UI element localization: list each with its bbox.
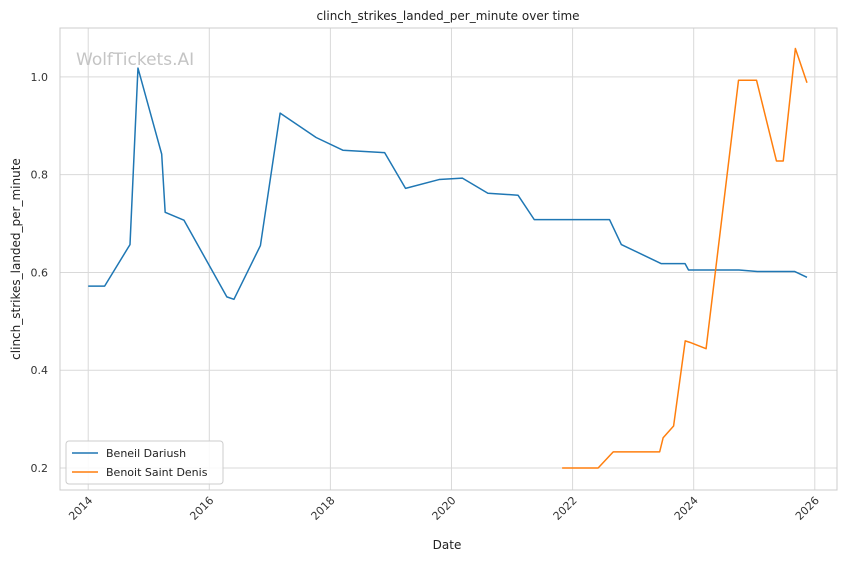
series-line-benoit-saint-denis [562,47,808,469]
x-tick-label: 2020 [430,494,459,523]
x-axis-label: Date [433,538,462,552]
y-tick-labels: 0.2 0.4 0.6 0.8 1.0 [31,71,49,475]
grid-lines [60,28,837,490]
legend-label-benoit-saint-denis: Benoit Saint Denis [106,466,208,479]
x-tick-label: 2022 [551,494,580,523]
y-tick-label: 0.8 [31,169,49,182]
y-axis-label: clinch_strikes_landed_per_minute [9,158,23,360]
chart-title: clinch_strikes_landed_per_minute over ti… [316,9,579,23]
y-tick-label: 0.2 [31,462,49,475]
x-tick-label: 2026 [793,494,822,523]
legend-label-beneil-dariush: Beneil Dariush [106,447,186,460]
y-tick-label: 0.6 [31,266,49,279]
y-tick-label: 0.4 [31,364,49,377]
series-line-beneil-dariush [88,67,808,301]
legend: Beneil Dariush Benoit Saint Denis [65,440,224,485]
x-tick-label: 2018 [309,494,338,523]
plot-frame [59,27,838,491]
series-lines [88,47,808,469]
watermark: WolfTickets.AI [76,50,194,70]
x-tick-label: 2014 [66,494,95,523]
legend-box [65,440,224,485]
x-tick-label: 2024 [672,494,701,523]
y-tick-label: 1.0 [31,71,49,84]
x-tick-label: 2016 [187,494,216,523]
x-tick-labels: 2014 2016 2018 2020 2022 2024 2026 [66,494,822,523]
